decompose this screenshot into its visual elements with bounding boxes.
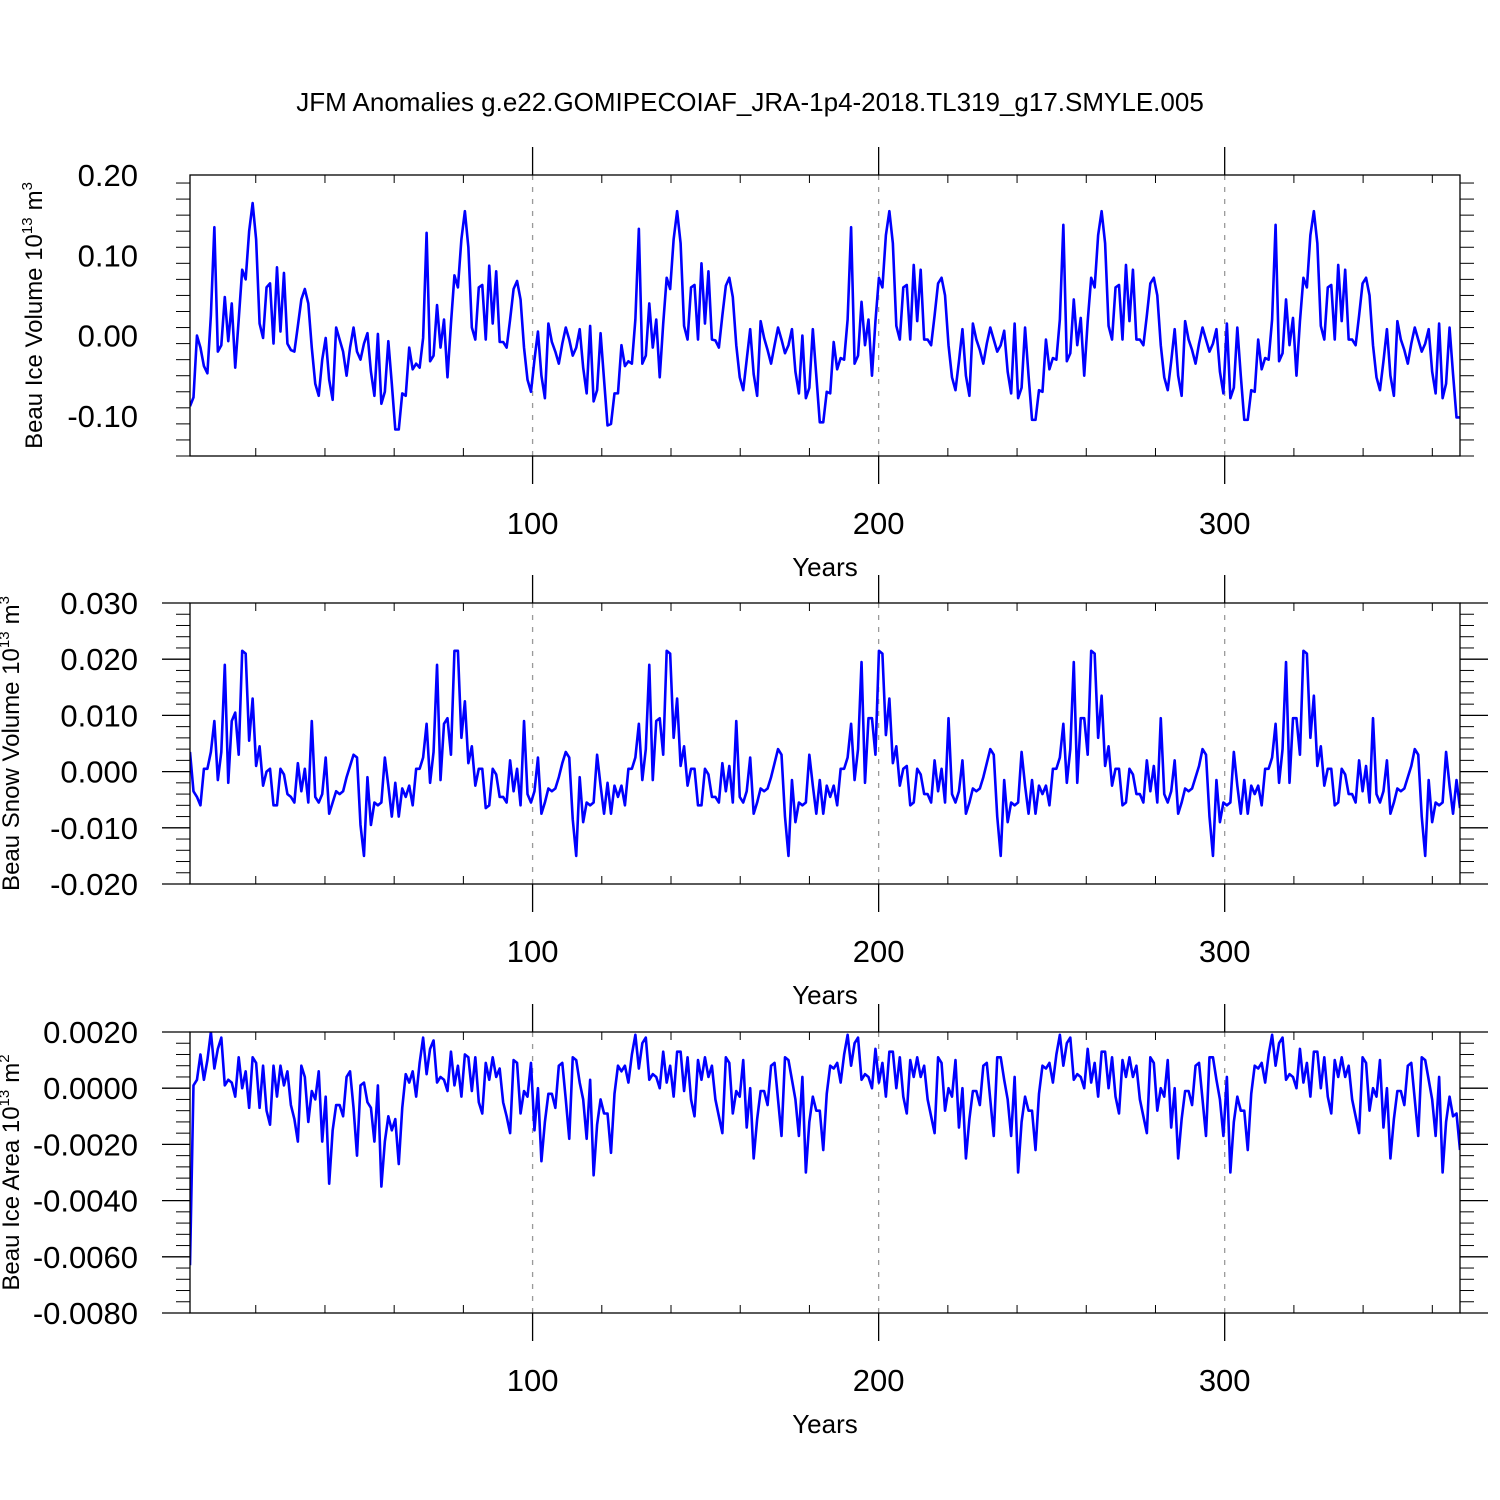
x-tick-label: 300 [1199, 934, 1251, 969]
y-axis-label-exponent: 13 [0, 631, 13, 648]
panel-snow-volume: 100 200 300 -0.020 -0.010 0.000 0.010 0.020 0.03… [0, 575, 1488, 1010]
y-tick-label: -0.0060 [33, 1240, 138, 1275]
y-axis-label-text: Beau Ice Volume 10 [21, 234, 48, 449]
y-tick-label: 0.010 [60, 698, 138, 733]
plot-frame [189, 174, 1461, 457]
y-tick-label: -0.020 [50, 867, 138, 902]
y-axis-label: Beau Snow Volume 1013 m3 [0, 596, 25, 891]
x-tick-label: 300 [1199, 1363, 1251, 1398]
x-tick-label: 100 [507, 934, 559, 969]
y-axis-label-unit-exponent: 2 [0, 1054, 13, 1062]
y-tick-label: -0.0020 [33, 1127, 138, 1162]
y-tick-label: 0.0000 [43, 1071, 138, 1106]
x-tick-label: 100 [507, 1363, 559, 1398]
panel-ice-area: 100 200 300 -0.0080 -0.0060 -0.0040 -0.0020 0.0… [0, 1004, 1488, 1439]
y-tick-label: 0.0020 [43, 1015, 138, 1050]
series-line-beau-ice-area [190, 1032, 1460, 1266]
x-tick-label: 200 [853, 506, 905, 541]
series-line-beau-snow-volume [190, 649, 1460, 858]
y-axis-label-unit-exponent: 3 [19, 182, 36, 190]
y-axis-label-unit: m [0, 1063, 25, 1083]
y-tick-label: 0.000 [60, 755, 138, 790]
y-tick-label: 0.10 [78, 238, 138, 273]
x-axis-label: Years [792, 1409, 858, 1439]
y-axis-label-exponent: 13 [19, 217, 36, 234]
y-axis-label-text: Beau Snow Volume 10 [0, 648, 25, 891]
y-tick-label: -0.10 [67, 399, 138, 434]
x-axis-label: Years [792, 552, 858, 582]
plot-frame [189, 1031, 1461, 1314]
series-line-beau-ice-volume [190, 201, 1460, 431]
y-tick-label: 0.20 [78, 158, 138, 193]
x-tick-label: 300 [1199, 506, 1251, 541]
y-axis-label-exponent: 13 [0, 1090, 13, 1107]
x-tick-label: 200 [853, 1363, 905, 1398]
y-tick-label: -0.0080 [33, 1296, 138, 1331]
y-axis-label: Beau Ice Area 1013 m2 [0, 1054, 25, 1290]
y-axis-label-unit: m [21, 190, 48, 210]
panel-ice-volume: 100 200 300 -0.10 0.00 0.10 0.20 Years Beau Ice … [19, 147, 1474, 582]
y-tick-label: -0.010 [50, 811, 138, 846]
y-axis-label-text: Beau Ice Area 10 [0, 1106, 25, 1290]
figure-title: JFM Anomalies g.e22.GOMIPECOIAF_JRA-1p4-… [296, 87, 1204, 117]
y-axis-label-unit-exponent: 3 [0, 596, 13, 604]
plot-frame [189, 602, 1461, 885]
y-tick-label: 0.00 [78, 319, 138, 354]
y-tick-label: 0.020 [60, 642, 138, 677]
x-tick-label: 100 [507, 506, 559, 541]
y-axis-label: Beau Ice Volume 1013 m3 [19, 182, 48, 449]
x-tick-label: 200 [853, 934, 905, 969]
y-tick-label: 0.030 [60, 586, 138, 621]
y-axis-label-unit: m [0, 604, 25, 624]
y-tick-label: -0.0040 [33, 1184, 138, 1219]
x-axis-label: Years [792, 980, 858, 1010]
